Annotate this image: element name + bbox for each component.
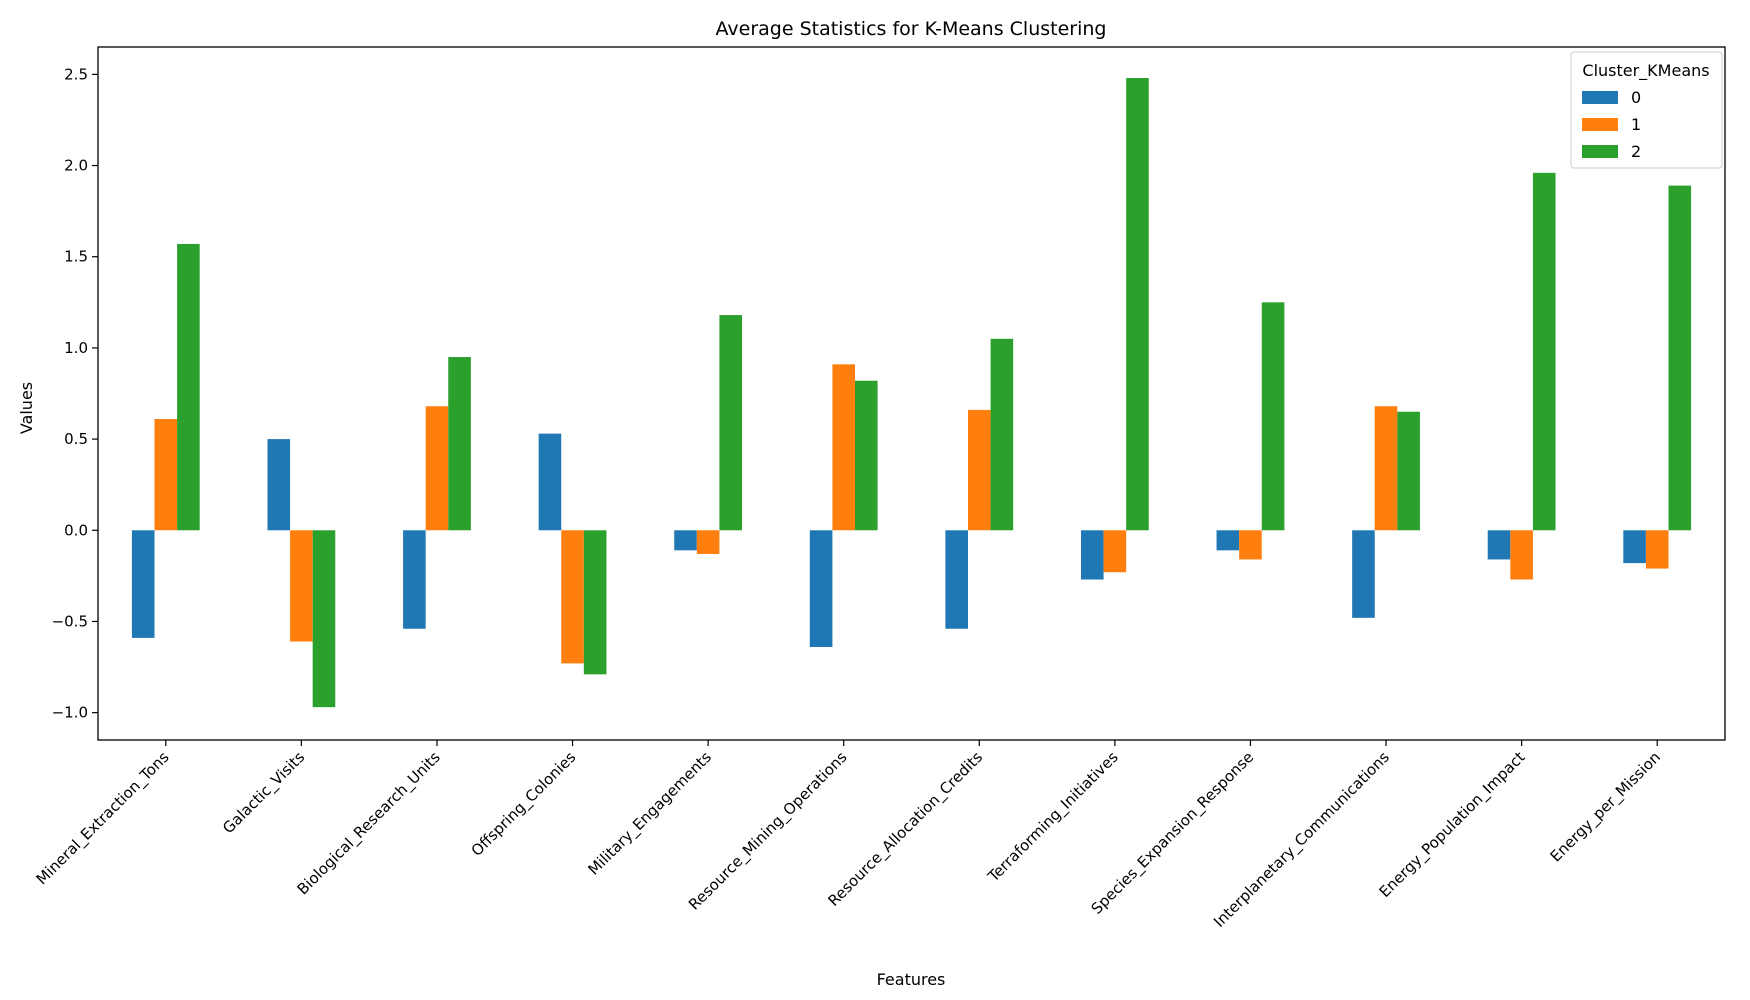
- bar-2-Energy_Population_Impact: [1532, 172, 1556, 531]
- bar-0-Terraforming_Initiatives: [1080, 530, 1104, 580]
- bar-0-Resource_Allocation_Credits: [945, 530, 968, 629]
- bar-2-Offspring_Colonies: [583, 530, 607, 675]
- bar-1-Terraforming_Initiatives: [1103, 530, 1127, 573]
- bar-1-Biological_Research_Units: [425, 406, 449, 531]
- legend-swatch-2: [1582, 145, 1618, 158]
- x-tick-label: Offspring_Colonies: [468, 748, 581, 861]
- y-tick-label: −1.0: [52, 704, 88, 722]
- bar-1-Resource_Mining_Operations: [832, 364, 856, 531]
- bar-2-Galactic_Visits: [312, 530, 336, 708]
- x-tick-label: Resource_Mining_Operations: [685, 748, 851, 914]
- legend-swatch-1: [1582, 118, 1618, 131]
- bar-1-Offspring_Colonies: [561, 530, 584, 664]
- legend-label-0: 0: [1631, 88, 1641, 107]
- bar-2-Resource_Mining_Operations: [855, 380, 878, 531]
- legend-box: [1570, 51, 1723, 169]
- bar-1-Resource_Allocation_Credits: [967, 409, 991, 531]
- plot-frame: [97, 46, 1726, 741]
- bar-0-Species_Expansion_Response: [1216, 530, 1240, 551]
- bar-1-Species_Expansion_Response: [1239, 530, 1262, 560]
- bar-0-Offspring_Colonies: [538, 433, 562, 531]
- bar-0-Resource_Mining_Operations: [809, 530, 833, 647]
- bar-0-Galactic_Visits: [267, 439, 291, 531]
- x-tick-label: Military_Engagements: [584, 748, 715, 879]
- x-tick-label: Terraforming_Initiatives: [984, 748, 1123, 887]
- x-tick-label: Biological_Research_Units: [294, 748, 445, 899]
- x-tick-label: Resource_Allocation_Credits: [824, 748, 987, 911]
- x-axis: Mineral_Extraction_Tons Galactic_VisitsBi…: [33, 740, 1665, 932]
- bar-0-Biological_Research_Units: [403, 530, 426, 629]
- bar-2-Resource_Allocation_Credits: [990, 338, 1014, 531]
- bar-0-Energy_Population_Impact: [1487, 530, 1511, 560]
- legend-items: 0 1 2: [1582, 88, 1641, 161]
- bar-2-Energy_per_Mission: [1668, 185, 1692, 531]
- legend-swatch-0: [1582, 91, 1618, 104]
- y-tick-label: 1.5: [64, 248, 88, 266]
- bar-2-Species_Expansion_Response: [1261, 302, 1285, 531]
- y-axis-label: Values: [17, 382, 36, 434]
- bar-1-Energy_per_Mission: [1645, 530, 1669, 569]
- bar-1-Military_Engagements: [696, 530, 720, 554]
- bar-0-Mineral_Extraction_Tons: [131, 530, 155, 638]
- y-tick-label: 0.0: [64, 521, 88, 539]
- bar-2-Biological_Research_Units: [448, 357, 471, 531]
- bar-1-Galactic_Visits: [290, 530, 313, 642]
- bar-2-Interplanetary_Communications: [1397, 411, 1420, 531]
- x-tick-label: Mineral_Extraction_Tons: [33, 748, 174, 889]
- bar-1-Mineral_Extraction_Tons: [154, 419, 178, 531]
- x-tick-label: Galactic_Visits: [219, 748, 309, 838]
- bar-1-Energy_Population_Impact: [1510, 530, 1533, 580]
- bar-1-Interplanetary_Communications: [1374, 406, 1398, 531]
- x-tick-label: Energy_Population_Impact: [1376, 748, 1530, 902]
- bar-2-Military_Engagements: [719, 315, 743, 531]
- bar-2-Mineral_Extraction_Tons: [177, 243, 200, 531]
- legend: Cluster_KMeans 0 1 2: [1570, 51, 1723, 169]
- y-tick-label: 1.0: [64, 339, 88, 357]
- legend-title: Cluster_KMeans: [1582, 61, 1709, 81]
- legend-label-1: 1: [1631, 115, 1641, 134]
- x-tick-label: Species_Expansion_Response: [1088, 748, 1258, 918]
- bars-layer: [131, 78, 1692, 708]
- x-tick-label: Energy_per_Mission: [1547, 748, 1665, 866]
- bar-0-Military_Engagements: [674, 530, 697, 551]
- y-tick-label: −0.5: [52, 612, 88, 630]
- chart-title: Average Statistics for K-Means Clusterin…: [716, 18, 1107, 40]
- y-axis: −1.0 −0.5 0.0 0.5 1.0 1.5 2.0 2.5: [52, 65, 98, 722]
- x-axis-label: Features: [877, 970, 946, 989]
- legend-label-2: 2: [1631, 142, 1641, 161]
- bar-0-Interplanetary_Communications: [1352, 530, 1375, 618]
- bar-0-Energy_per_Mission: [1623, 530, 1646, 564]
- y-tick-label: 2.0: [64, 157, 88, 175]
- y-tick-label: 0.5: [64, 430, 88, 448]
- bar-2-Terraforming_Initiatives: [1126, 78, 1149, 531]
- y-tick-label: 2.5: [64, 65, 88, 83]
